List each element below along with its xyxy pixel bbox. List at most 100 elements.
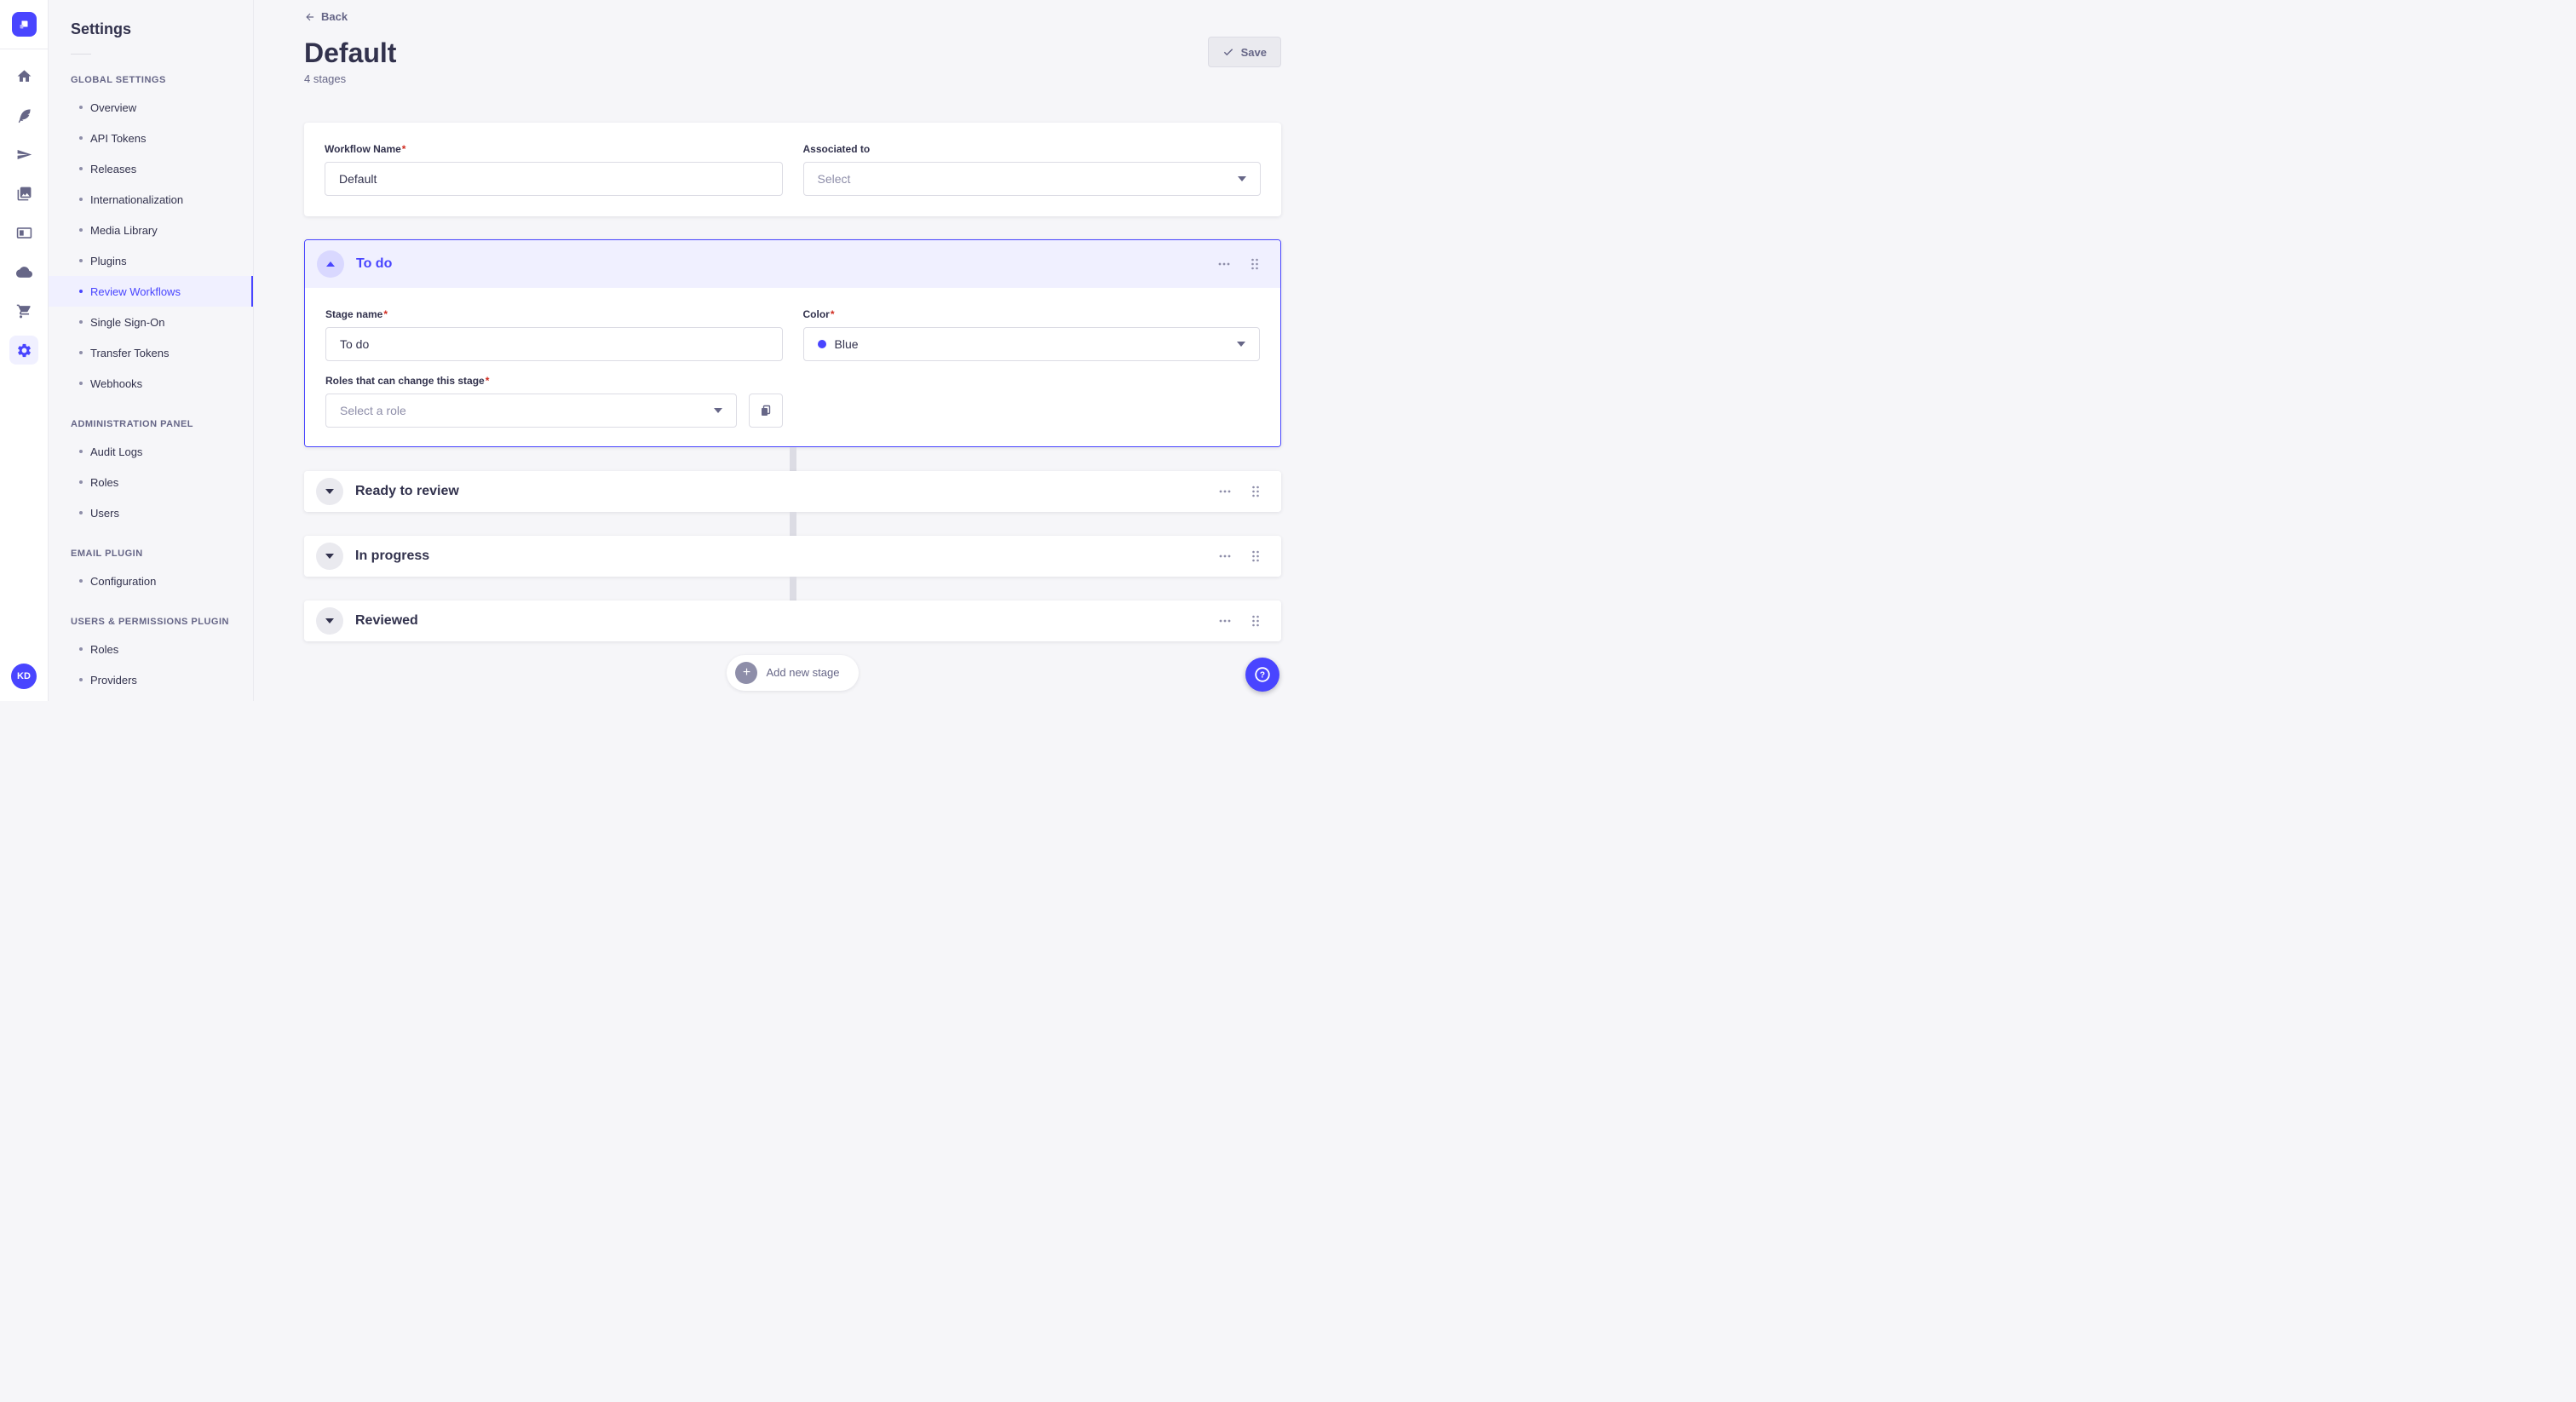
main-content: Back Default 4 stages Save Workflow Name… — [254, 0, 1288, 701]
expand-stage-button[interactable] — [316, 477, 343, 505]
sidebar-item-providers[interactable]: Providers — [49, 664, 253, 695]
stage-header-actions — [1214, 254, 1265, 274]
chevron-down-icon — [713, 407, 722, 413]
chevron-down-icon — [325, 488, 334, 494]
sidebar-item-plugins[interactable]: Plugins — [49, 245, 253, 276]
section-label-users-permissions-plugin: USERS & PERMISSIONS PLUGIN — [71, 617, 229, 627]
stage-drag-handle[interactable] — [1245, 546, 1266, 566]
color-swatch-blue — [817, 339, 826, 348]
stage-drag-handle[interactable] — [1245, 611, 1266, 631]
stage-card-to-do: To do Stage name* C — [304, 238, 1281, 447]
stage-body-to-do: Stage name* Color* Blue — [305, 287, 1280, 446]
user-avatar[interactable]: KD — [11, 664, 37, 689]
sidebar-item-overview[interactable]: Overview — [49, 92, 253, 123]
sidebar-item-releases[interactable]: Releases — [49, 153, 253, 184]
stage-header-actions — [1215, 611, 1266, 631]
stage-name-label: Stage name* — [325, 307, 388, 320]
sidebar-item-label: API Tokens — [90, 131, 147, 145]
sidebar-item-api-tokens[interactable]: API Tokens — [49, 123, 253, 153]
associated-to-label: Associated to — [802, 142, 871, 155]
stage-header-actions — [1215, 481, 1266, 502]
rail-icon-list — [9, 61, 38, 365]
sidebar-item-media-library[interactable]: Media Library — [49, 215, 253, 245]
stage-drag-handle[interactable] — [1245, 481, 1266, 502]
sidebar-item-configuration[interactable]: Configuration — [49, 566, 253, 596]
strapi-logo-glyph — [20, 20, 28, 28]
cloud-icon[interactable] — [9, 257, 38, 286]
back-link[interactable]: Back — [304, 10, 348, 23]
expand-stage-button[interactable] — [316, 542, 343, 570]
stage-header-in-progress[interactable]: In progress — [304, 535, 1281, 577]
stage-roles-select[interactable]: Select a role — [325, 393, 737, 428]
bullet-icon — [79, 678, 83, 681]
stage-drag-handle[interactable] — [1245, 254, 1265, 274]
stage-header-to-do[interactable]: To do — [305, 239, 1280, 288]
associated-to-select[interactable]: Select — [802, 161, 1261, 196]
marketplace-cart-icon[interactable] — [9, 296, 38, 325]
chevron-down-icon — [1237, 341, 1245, 347]
sidebar-item-webhooks[interactable]: Webhooks — [49, 368, 253, 399]
stage-header-ready-to-review[interactable]: Ready to review — [304, 470, 1281, 512]
stage-card-in-progress: In progress — [304, 535, 1281, 577]
bullet-icon — [79, 259, 83, 262]
stage-color-select[interactable]: Blue — [802, 326, 1260, 361]
sidebar-item-single-sign-on[interactable]: Single Sign-On — [49, 307, 253, 337]
expand-stage-button[interactable] — [316, 606, 343, 635]
stage-title: In progress — [355, 548, 430, 563]
workflow-name-input[interactable] — [325, 161, 783, 196]
back-label: Back — [321, 10, 348, 23]
stage-options-button[interactable] — [1215, 546, 1235, 566]
sidebar-item-roles-up[interactable]: Roles — [49, 634, 253, 664]
settings-subnav: Settings GLOBAL SETTINGS Overview API To… — [49, 0, 254, 701]
stage-options-button[interactable] — [1214, 254, 1234, 274]
sidebar-item-review-workflows[interactable]: Review Workflows — [49, 276, 253, 307]
bullet-icon — [79, 351, 83, 354]
stage-card-reviewed: Reviewed — [304, 600, 1281, 641]
subnav-title: Settings — [71, 20, 132, 37]
collapse-stage-button[interactable] — [317, 250, 344, 278]
save-button[interactable]: Save — [1207, 37, 1281, 67]
bullet-icon — [79, 136, 83, 140]
drag-handle-icon — [1252, 615, 1259, 626]
ellipsis-icon — [1218, 262, 1230, 265]
svg-text:?: ? — [1260, 671, 1265, 681]
sidebar-item-users[interactable]: Users — [49, 497, 253, 528]
help-button[interactable]: ? — [1245, 658, 1279, 692]
stage-roles-label: Roles that can change this stage* — [325, 374, 490, 387]
paper-plane-icon[interactable] — [9, 140, 38, 169]
stage-options-button[interactable] — [1215, 481, 1235, 502]
stage-name-input[interactable] — [325, 326, 783, 361]
stage-name-field: Stage name* — [325, 307, 783, 361]
strapi-logo-icon[interactable] — [11, 12, 37, 37]
nav-list-global-settings: Overview API Tokens Releases Internation… — [49, 92, 253, 399]
nav-list-users-permissions-plugin: Roles Providers — [49, 634, 253, 695]
required-asterisk: * — [383, 307, 388, 320]
sidebar-item-audit-logs[interactable]: Audit Logs — [49, 436, 253, 467]
left-icon-rail: KD — [0, 0, 49, 701]
content-layout-icon[interactable] — [9, 218, 38, 247]
sidebar-item-transfer-tokens[interactable]: Transfer Tokens — [49, 337, 253, 368]
ellipsis-icon — [1219, 619, 1231, 622]
stage-connector — [789, 576, 796, 600]
nav-list-email-plugin: Configuration — [49, 566, 253, 596]
sidebar-item-internationalization[interactable]: Internationalization — [49, 184, 253, 215]
stage-options-button[interactable] — [1215, 611, 1235, 631]
plus-icon: + — [735, 661, 758, 684]
media-library-icon[interactable] — [9, 179, 38, 208]
required-asterisk: * — [485, 374, 490, 387]
drag-handle-icon — [1252, 550, 1259, 561]
feather-icon[interactable] — [9, 101, 38, 129]
sidebar-item-label: Configuration — [90, 574, 157, 588]
stage-color-label: Color* — [802, 307, 835, 320]
sidebar-item-label: Transfer Tokens — [90, 346, 170, 359]
settings-gear-icon[interactable] — [9, 336, 38, 365]
sidebar-item-label: Providers — [90, 673, 137, 687]
duplicate-stage-button[interactable] — [748, 393, 783, 428]
add-new-stage-button[interactable]: + Add new stage — [727, 654, 859, 691]
sidebar-item-roles-admin[interactable]: Roles — [49, 467, 253, 497]
bullet-icon — [79, 480, 83, 484]
drag-handle-icon — [1251, 258, 1258, 269]
stage-header-reviewed[interactable]: Reviewed — [304, 600, 1281, 641]
home-icon[interactable] — [9, 61, 38, 90]
sidebar-item-label: Audit Logs — [90, 445, 143, 458]
